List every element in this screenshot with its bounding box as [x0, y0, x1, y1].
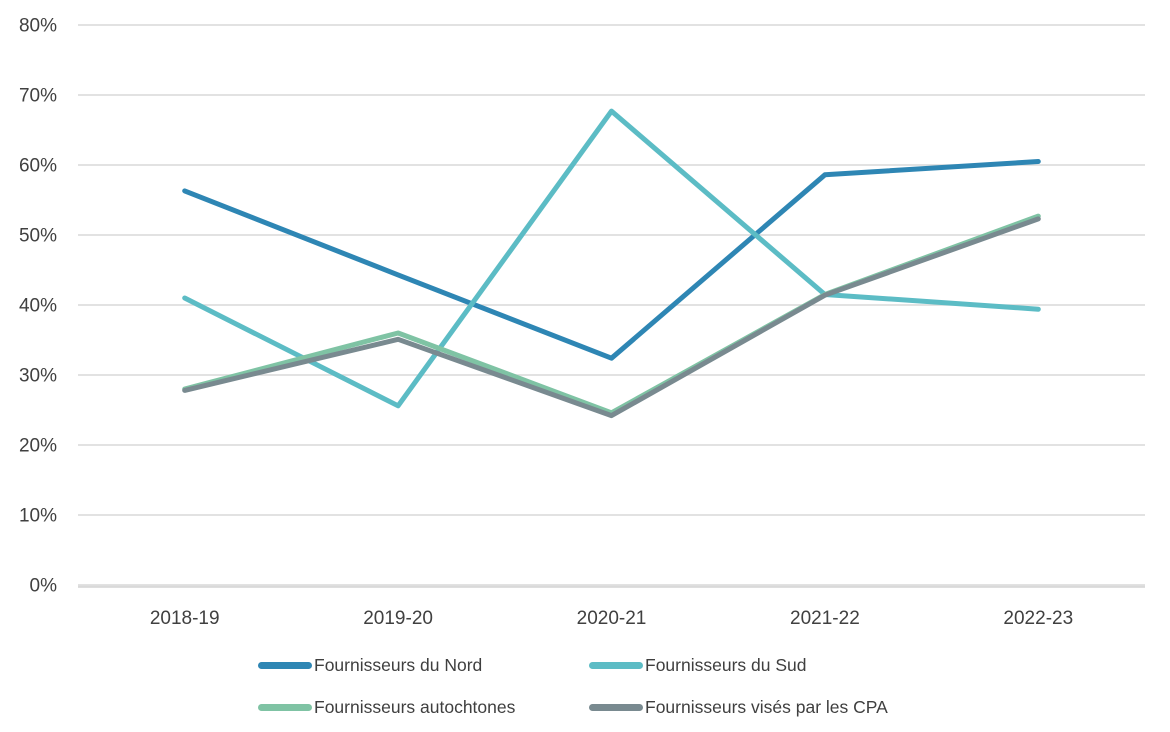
y-axis-tick-label: 60% — [19, 156, 57, 177]
legend-item: Fournisseurs du Nord — [258, 654, 482, 676]
legend-label: Fournisseurs du Sud — [645, 655, 807, 675]
legend-label: Fournisseurs autochtones — [314, 697, 516, 717]
series-line-1 — [182, 159, 1041, 361]
legend-item: Fournisseurs du Sud — [589, 654, 806, 676]
y-axis-tick-label: 10% — [19, 506, 57, 527]
legend-line-swatch-icon — [589, 661, 643, 669]
x-axis-tick-label: 2022-23 — [1003, 608, 1073, 629]
y-axis-tick-label: 80% — [19, 16, 57, 37]
series-line-2 — [182, 108, 1041, 409]
y-axis-tick-label: 20% — [19, 436, 57, 457]
x-axis-tick-label: 2019-20 — [363, 608, 433, 629]
legend-line-swatch-icon — [589, 703, 643, 711]
legend-label: Fournisseurs du Nord — [314, 655, 483, 675]
series-line-4 — [182, 216, 1041, 419]
x-axis-tick-label: 2020-21 — [577, 608, 647, 629]
x-axis-tick-label: 2018-19 — [150, 608, 220, 629]
y-axis-tick-label: 30% — [19, 366, 57, 387]
y-axis-tick-label: 70% — [19, 86, 57, 107]
legend-line-swatch-icon — [258, 703, 312, 711]
legend-item: Fournisseurs visés par les CPA — [589, 696, 888, 718]
series-line-3 — [182, 213, 1041, 416]
legend-item: Fournisseurs autochtones — [258, 696, 515, 718]
y-axis-tick-label: 40% — [19, 296, 57, 317]
x-axis-tick-label: 2021-22 — [790, 608, 860, 629]
legend-label: Fournisseurs visés par les CPA — [645, 697, 888, 717]
line-chart: 0% 10% 20% 30% 40% 50% 60% 70% 80% 2018-19 2019-20… — [19, 16, 1145, 629]
legend-line-swatch-icon — [258, 661, 312, 669]
y-axis-tick-label: 50% — [19, 226, 57, 247]
y-axis-tick-label: 0% — [30, 576, 58, 597]
